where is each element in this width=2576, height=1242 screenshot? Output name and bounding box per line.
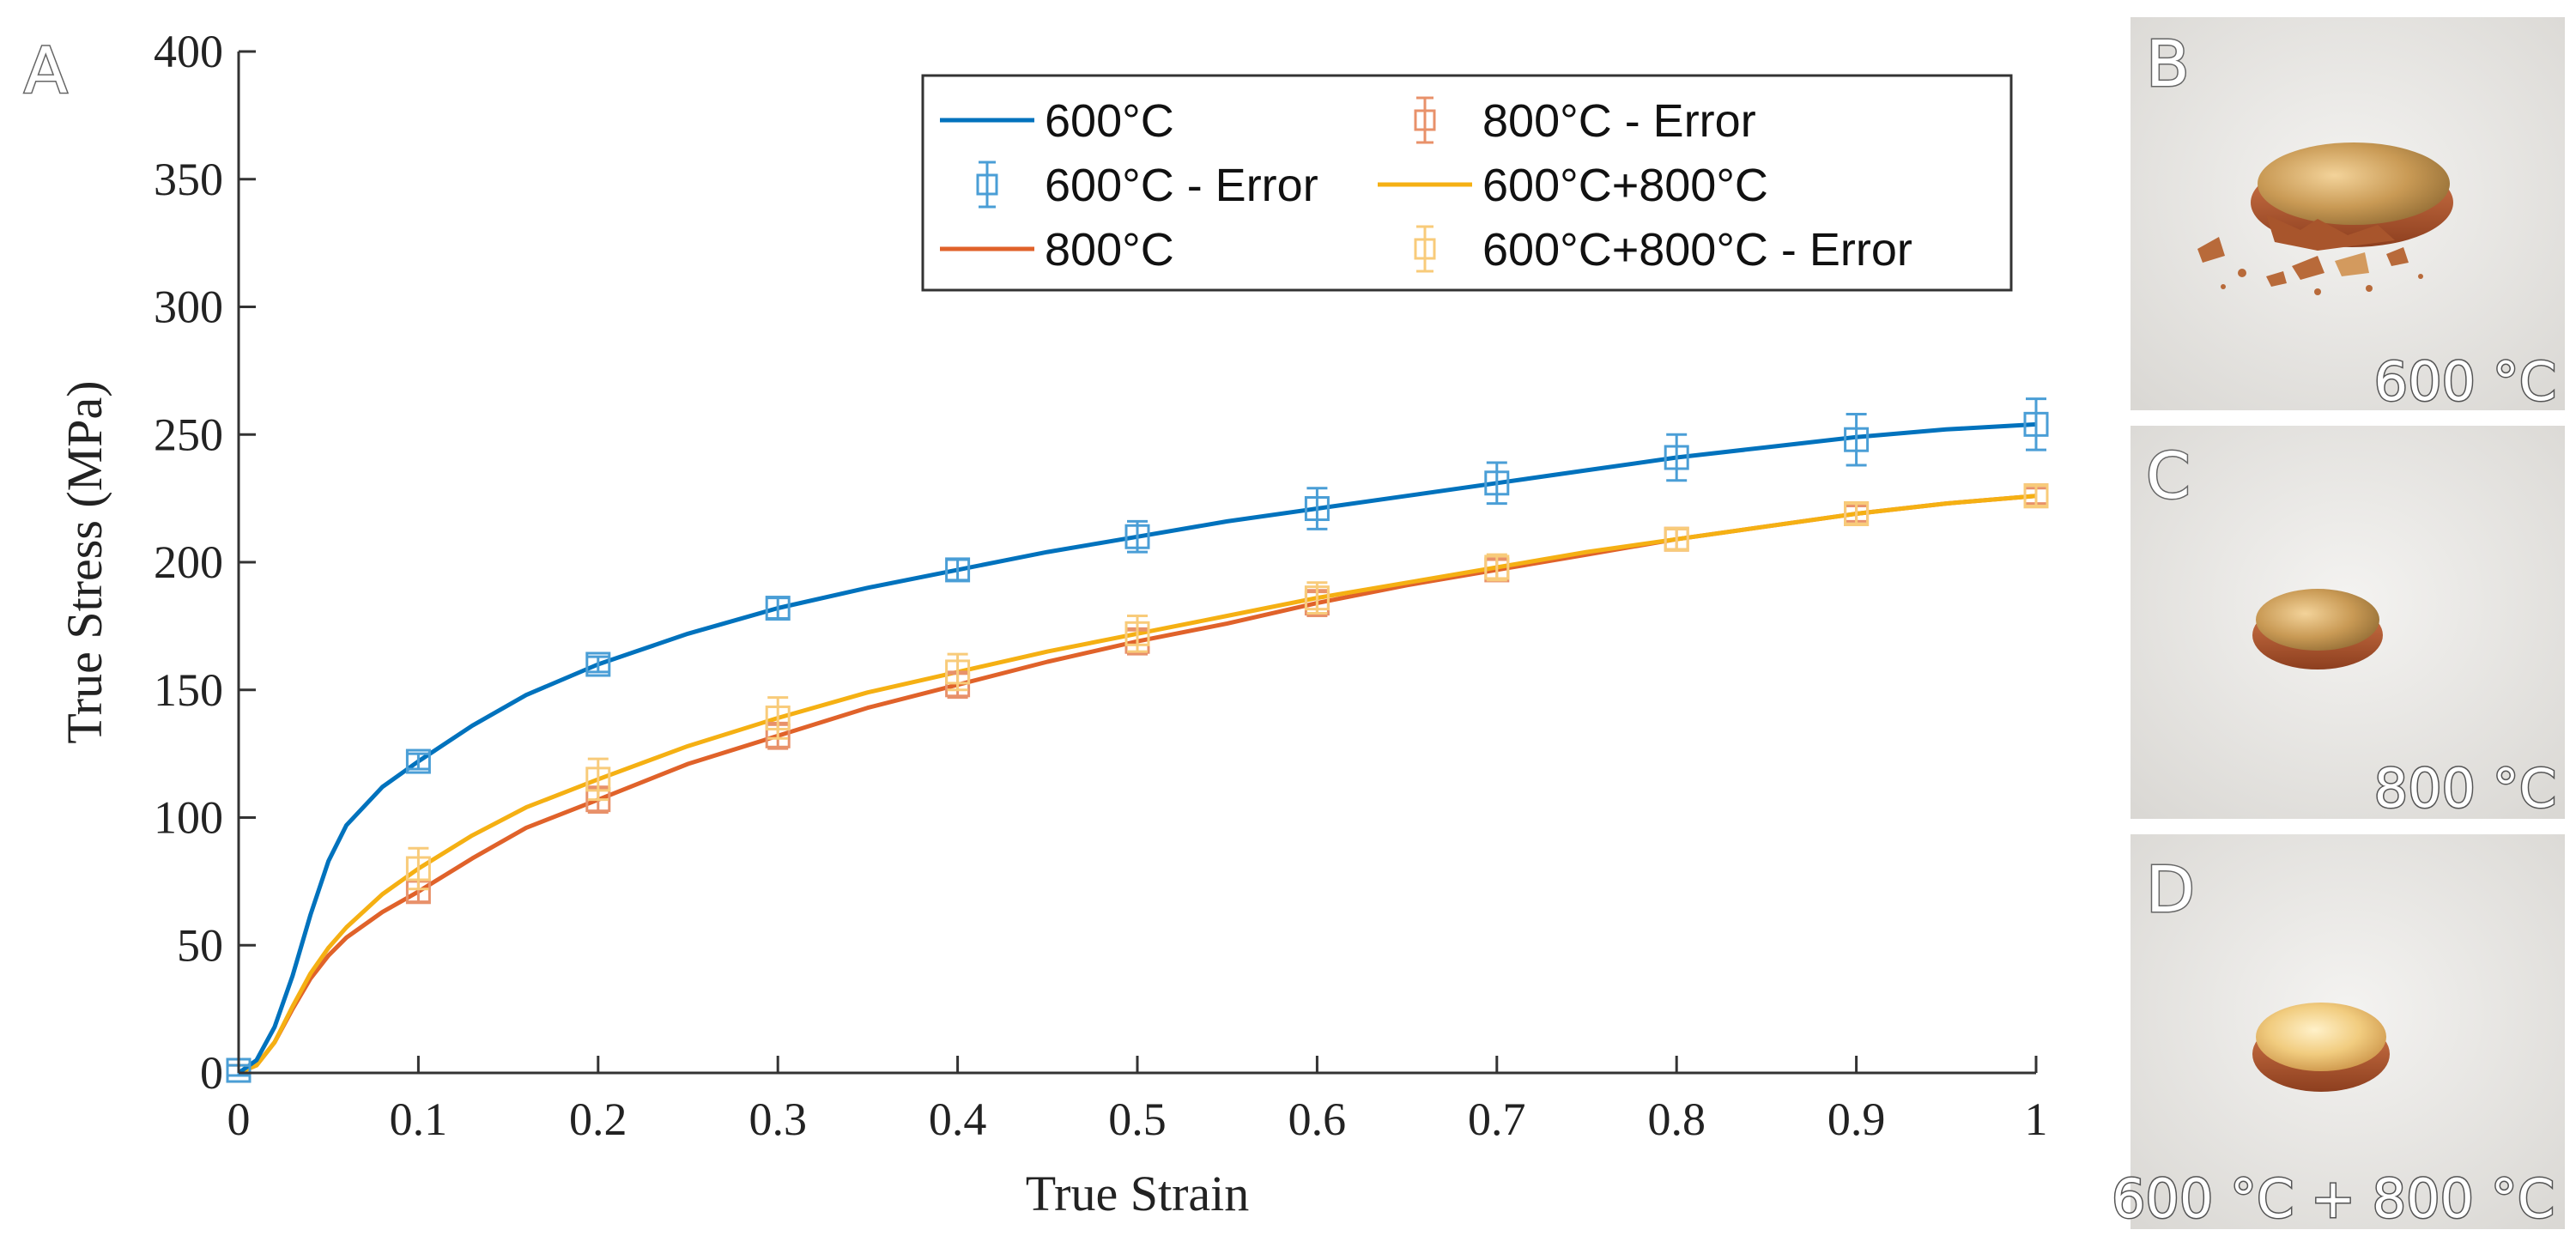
- error-point-e600_800: [1304, 581, 1330, 615]
- error-point-e600: [1664, 433, 1689, 482]
- y-axis-title: True Stress (MPa): [57, 380, 112, 743]
- error-point-e600: [2023, 397, 2049, 451]
- x-tick-label: 1: [2025, 1094, 2048, 1145]
- x-tick-label: 0.7: [1468, 1094, 1526, 1145]
- legend: 600°C 600°C - Error 800°C 800°C - Error 600°…: [921, 74, 2013, 292]
- x-tick-label: 0.5: [1108, 1094, 1167, 1145]
- error-point-e600_800: [1484, 553, 1510, 582]
- error-point-e600_800: [765, 696, 791, 740]
- photo-label-b: 600 °C: [2374, 350, 2556, 413]
- y-tick-label: 250: [154, 409, 223, 460]
- intact-copper-disc: [2252, 589, 2383, 669]
- error-point-e600_800: [1844, 500, 1870, 526]
- legend-swatch-e600: [976, 161, 998, 209]
- photo-panel-c: C 800 °C: [2131, 426, 2565, 821]
- x-axis-title: True Strain: [1026, 1166, 1250, 1221]
- photo-panel-b: B 600 °C: [2131, 17, 2565, 415]
- photo-label-d: 600 °C + 800 °C: [2112, 1167, 2555, 1230]
- error-point-e600: [1844, 412, 1870, 467]
- legend-label-s600: 600°C: [1045, 95, 1174, 147]
- error-point-e600_800: [1664, 526, 1689, 552]
- series-error-markers: [226, 397, 2049, 1083]
- y-tick-label: 200: [154, 536, 223, 588]
- error-point-e600_800: [1124, 614, 1150, 653]
- x-tick-label: 0.8: [1647, 1094, 1706, 1145]
- x-tick-label: 0.3: [749, 1094, 807, 1145]
- axis-ticks: [237, 50, 2038, 1075]
- legend-label-e800: 800°C - Error: [1482, 95, 1756, 147]
- error-point-e600: [1304, 487, 1330, 530]
- x-tick-label: 0.6: [1288, 1094, 1347, 1145]
- legend-entry-e600_800: 600°C+800°C - Error: [1414, 224, 1912, 276]
- y-tick-label: 350: [154, 154, 223, 205]
- copper-fragments: [2197, 237, 2423, 295]
- legend-label-e600_800: 600°C+800°C - Error: [1482, 224, 1912, 276]
- photo-label-c: 800 °C: [2374, 757, 2556, 820]
- x-tick-label: 0.1: [390, 1094, 448, 1145]
- y-tick-label: 0: [200, 1047, 223, 1099]
- x-tick-label: 0.2: [569, 1094, 627, 1145]
- panel-letter-a: A: [24, 34, 68, 108]
- legend-entry-s600_800: 600°C+800°C: [1378, 160, 1768, 211]
- error-point-e600: [405, 748, 431, 774]
- panel-letter-d: D: [2146, 853, 2195, 927]
- legend-label-e600: 600°C - Error: [1045, 160, 1318, 211]
- legend-entry-e600: 600°C - Error: [976, 160, 1318, 211]
- error-point-e600_800: [585, 757, 611, 802]
- error-point-e600: [585, 651, 611, 677]
- series-line-s600_800: [238, 494, 2037, 1075]
- series-curves: [237, 421, 2037, 1075]
- intact-copper-disc-combined: [2252, 1003, 2390, 1092]
- legend-swatch-e800: [1414, 96, 1436, 144]
- legend-label-s600_800: 600°C+800°C: [1482, 160, 1768, 211]
- x-tick-label: 0: [227, 1094, 251, 1145]
- y-tick-label: 100: [154, 792, 223, 844]
- legend-label-s800: 800°C: [1045, 224, 1174, 276]
- legend-entry-e800: 800°C - Error: [1414, 95, 1756, 147]
- error-point-e600_800: [405, 846, 431, 891]
- y-tick-label: 400: [154, 26, 223, 77]
- y-tick-label: 50: [177, 919, 223, 971]
- chart-panel: A 0 0.1 0.2 0.3 0.4 0.5 0.6 0.7 0.8 0.9 1 0 50 100 15…: [23, 26, 2049, 1221]
- panel-letter-c: C: [2146, 439, 2191, 513]
- panel-letter-b: B: [2146, 27, 2190, 101]
- error-point-e600: [765, 596, 791, 621]
- y-tick-label: 150: [154, 664, 223, 716]
- error-point-e600: [945, 557, 971, 583]
- series-line-s600: [237, 421, 2037, 1075]
- legend-entry-s800: 800°C: [940, 224, 1174, 276]
- x-tick-labels: 0 0.1 0.2 0.3 0.4 0.5 0.6 0.7 0.8 0.9 1: [227, 1094, 2048, 1145]
- fractured-copper-disc: [2251, 142, 2453, 251]
- error-point-e600: [1124, 519, 1150, 554]
- photo-panel-d: D 600 °C + 800 °C: [2110, 834, 2565, 1232]
- legend-entry-s600: 600°C: [940, 95, 1174, 147]
- x-tick-label: 0.9: [1827, 1094, 1886, 1145]
- y-tick-label: 300: [154, 282, 223, 333]
- error-point-e600_800: [2023, 483, 2049, 509]
- x-tick-label: 0.4: [929, 1094, 987, 1145]
- legend-entries: 600°C 600°C - Error 800°C 800°C - Error 600°…: [940, 95, 1912, 276]
- error-point-e600_800: [945, 652, 971, 692]
- legend-swatch-e600_800: [1414, 225, 1436, 273]
- y-tick-labels: 0 50 100 150 200 250 300 350 400: [154, 26, 223, 1099]
- error-point-e600: [1484, 461, 1510, 506]
